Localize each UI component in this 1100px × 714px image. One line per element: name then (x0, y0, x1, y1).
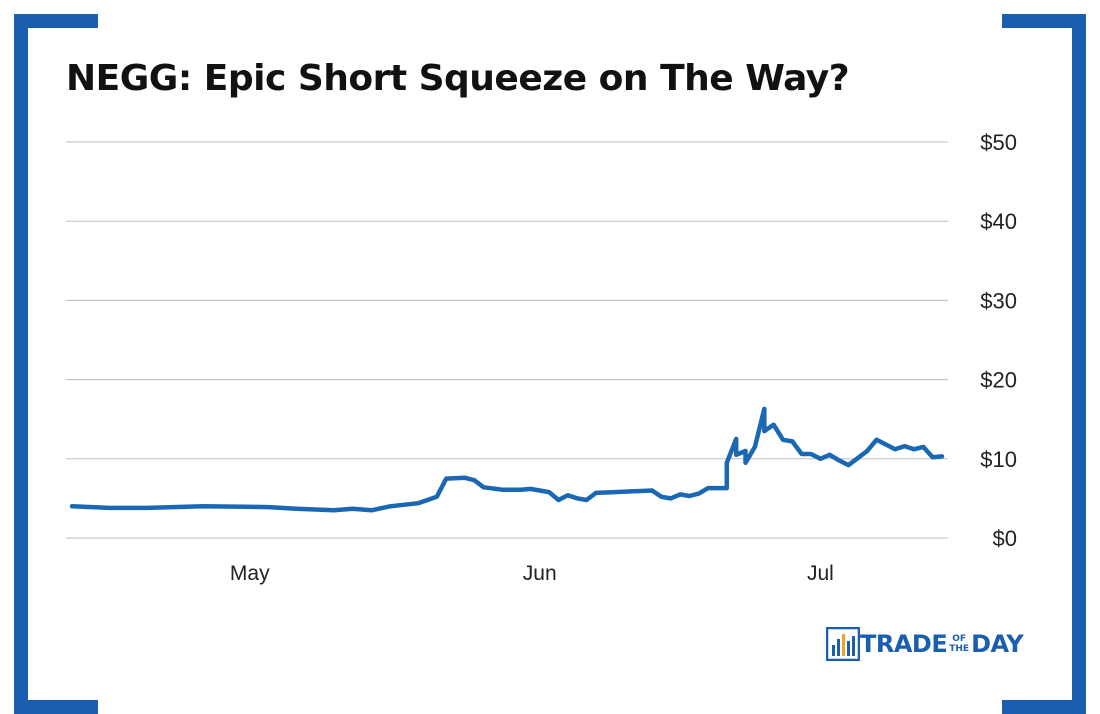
logo-text-trade: TRADE (860, 630, 948, 658)
y-tick-label: $20 (980, 368, 1017, 393)
gridlines (66, 141, 948, 539)
y-tick-label: $30 (980, 288, 1017, 313)
x-tick-label: Jun (523, 562, 557, 585)
logo-text-day: DAY (971, 630, 1024, 658)
logo-text-of-the: OF THE (949, 634, 969, 654)
chart-title: NEGG: Epic Short Squeeze on The Way? (66, 58, 850, 99)
logo-text-of: OF (952, 634, 967, 644)
y-tick-label: $40 (980, 209, 1017, 234)
y-axis-tick-labels: $0 $10 $20 $30 $40 $50 (980, 130, 1017, 551)
logo-text-the: THE (949, 644, 970, 654)
y-tick-label: $0 (993, 526, 1017, 551)
y-tick-label: $50 (980, 130, 1017, 155)
x-axis-tick-labels: May Jun Jul (230, 562, 834, 585)
trade-of-the-day-logo: TRADE OF THE DAY (826, 626, 1024, 662)
bar-chart-logo-icon (826, 627, 860, 661)
price-series (69, 406, 945, 513)
y-tick-label: $10 (980, 447, 1017, 472)
series-line (69, 406, 945, 513)
x-tick-label: May (230, 562, 270, 585)
x-tick-label: Jul (807, 562, 834, 585)
